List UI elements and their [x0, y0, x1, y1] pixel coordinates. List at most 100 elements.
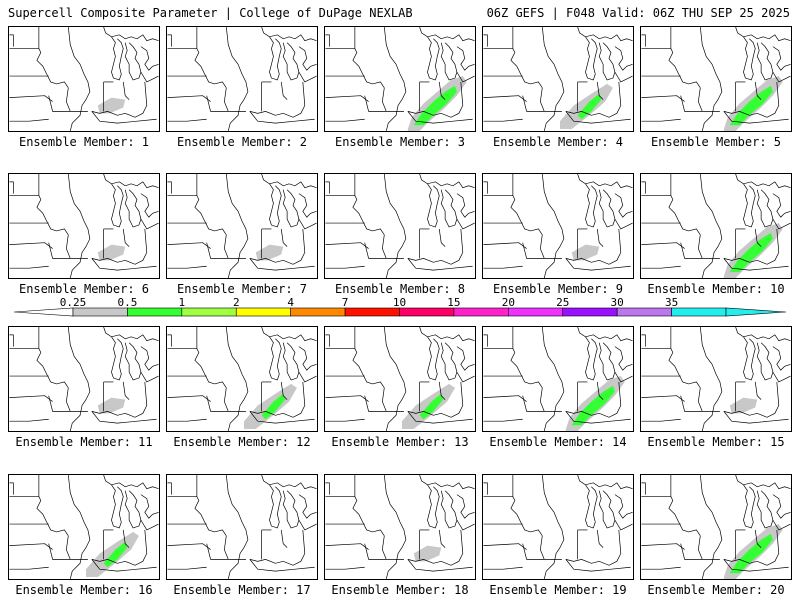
map-boundary-line	[483, 482, 488, 495]
map-boundary-line	[124, 42, 142, 81]
map-boundary-line	[756, 342, 774, 381]
panel-caption: Ensemble Member: 9	[492, 282, 624, 296]
map-boundary-line	[614, 218, 633, 230]
map-boundary-line	[641, 566, 681, 570]
map-boundary-line	[48, 395, 71, 412]
map-boundary-line	[249, 529, 306, 566]
panel-caption: Ensemble Member: 2	[176, 135, 308, 149]
map-boundary-line	[743, 484, 756, 529]
map-boundary-line	[699, 174, 723, 278]
map-boundary-line	[9, 334, 14, 347]
colorbar-segment	[508, 307, 564, 317]
map-boundary-line	[697, 387, 703, 412]
map-boundary-line	[140, 218, 159, 230]
map-boundary-line	[383, 475, 407, 579]
map-boundary-line	[407, 81, 464, 118]
map-boundary-line	[539, 387, 545, 412]
map-boundary-line	[167, 34, 172, 47]
scp-high-contour	[261, 393, 286, 420]
map-boundary-line	[522, 95, 545, 112]
map-boundary-line	[565, 381, 622, 418]
map-boundary-line	[407, 111, 473, 124]
ensemble-map-panel	[8, 326, 160, 432]
map-boundary-line	[754, 529, 762, 548]
map-boundary-line	[483, 348, 543, 389]
ensemble-map-panel	[482, 474, 634, 580]
map-boundary-line	[140, 71, 159, 83]
map-boundary-line	[67, 327, 91, 431]
map-boundary-line	[641, 181, 646, 194]
panel-caption: Ensemble Member: 17	[173, 583, 311, 597]
colorbar-tick-label: 4	[287, 296, 294, 309]
ensemble-map-panel	[166, 26, 318, 132]
ensemble-map-panel	[640, 26, 792, 132]
colorbar-tick-label: 10	[393, 296, 406, 309]
map-boundary-line	[91, 411, 157, 424]
map-boundary-line	[756, 490, 774, 529]
colorbar-segment	[181, 307, 237, 317]
map-boundary-line	[419, 174, 475, 189]
ensemble-map-panel	[324, 173, 476, 279]
map-boundary-line	[381, 234, 387, 259]
panel-caption: Ensemble Member: 8	[334, 282, 466, 296]
valid-time-label: 06Z GEFS | F048 Valid: 06Z THU SEP 25 20…	[486, 6, 790, 20]
map-boundary-line	[298, 46, 317, 71]
map-boundary-line	[427, 183, 440, 228]
ensemble-map-panel	[324, 26, 476, 132]
ensemble-map-panel	[640, 326, 792, 432]
colorbar-segment	[290, 307, 346, 317]
map-boundary-line	[206, 242, 229, 259]
map-boundary-line	[91, 559, 157, 572]
map-boundary-line	[585, 484, 598, 529]
map-boundary-line	[680, 395, 703, 412]
colorbar-segment	[671, 307, 727, 317]
panel-caption: Ensemble Member: 12	[173, 435, 311, 449]
map-boundary-line	[9, 48, 69, 89]
map-boundary-line	[565, 111, 631, 124]
map-boundary-line	[9, 95, 53, 102]
map-boundary-line	[585, 336, 598, 381]
panel-caption: Ensemble Member: 13	[331, 435, 469, 449]
ensemble-map-panel	[166, 173, 318, 279]
map-member-16	[9, 475, 159, 579]
ensemble-map-panel	[324, 326, 476, 432]
map-boundary-line	[772, 218, 791, 230]
panel-caption: Ensemble Member: 14	[489, 435, 627, 449]
map-boundary-line	[140, 46, 159, 71]
scp-low-contour	[97, 97, 126, 114]
map-boundary-line	[438, 529, 446, 548]
map-boundary-line	[381, 387, 387, 412]
map-boundary-line	[91, 529, 148, 566]
map-boundary-line	[91, 381, 148, 418]
map-boundary-line	[772, 371, 791, 383]
map-boundary-line	[249, 559, 315, 572]
map-boundary-line	[772, 519, 791, 531]
map-boundary-line	[438, 381, 446, 400]
map-boundary-line	[483, 48, 543, 89]
map-boundary-line	[225, 27, 249, 131]
map-boundary-line	[225, 327, 249, 431]
map-boundary-line	[456, 519, 475, 531]
map-boundary-line	[48, 95, 71, 112]
map-boundary-line	[67, 475, 91, 579]
colorbar-segment	[399, 307, 455, 317]
ensemble-map-panel	[640, 173, 792, 279]
map-boundary-line	[325, 118, 365, 122]
map-boundary-line	[249, 411, 315, 424]
map-boundary-line	[407, 381, 464, 418]
map-boundary-line	[282, 490, 300, 529]
map-member-6	[9, 174, 159, 278]
map-boundary-line	[565, 228, 622, 265]
map-boundary-line	[456, 494, 475, 519]
map-boundary-line	[225, 174, 249, 278]
colorbar-segment	[72, 307, 128, 317]
map-boundary-line	[772, 346, 791, 371]
map-boundary-line	[483, 496, 543, 537]
map-boundary-line	[325, 566, 365, 570]
panel-caption: Ensemble Member: 18	[331, 583, 469, 597]
map-boundary-line	[9, 118, 49, 122]
ensemble-map-panel	[324, 474, 476, 580]
map-boundary-line	[641, 34, 646, 47]
map-boundary-line	[325, 265, 365, 269]
color-scale-bar: 0.25 0.5 1 2 4 7 10 15 20 25 30 35	[13, 296, 787, 317]
